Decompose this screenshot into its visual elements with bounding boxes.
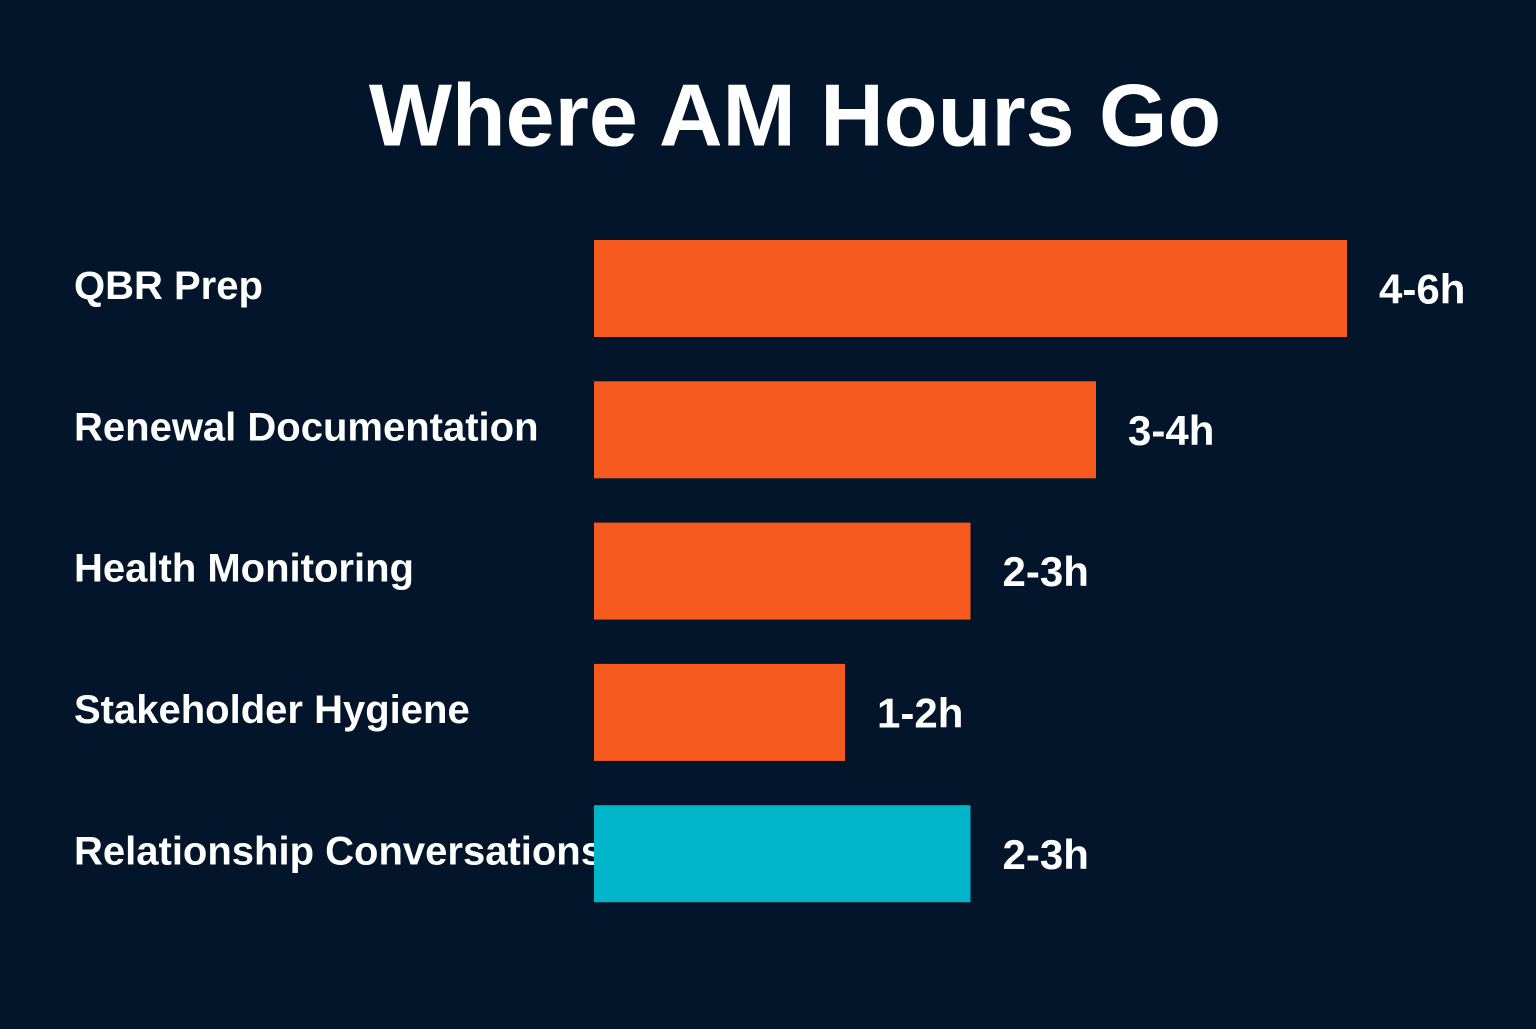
value-label: 2-3h: [1003, 831, 1089, 878]
bar: [594, 805, 971, 903]
category-label: Relationship Conversations: [74, 829, 603, 873]
chart-title: Where AM Hours Go: [369, 65, 1221, 164]
category-label: Renewal Documentation: [74, 405, 539, 449]
category-label: QBR Prep: [74, 264, 263, 308]
bar: [594, 522, 971, 620]
value-label: 1-2h: [877, 689, 963, 736]
category-label: Health Monitoring: [74, 547, 414, 591]
value-label: 4-6h: [1379, 266, 1465, 313]
bar: [594, 240, 1347, 337]
value-label: 2-3h: [1003, 548, 1089, 595]
bar: [594, 381, 1096, 479]
bar: [594, 663, 845, 761]
value-label: 3-4h: [1128, 407, 1214, 454]
category-label: Stakeholder Hygiene: [74, 688, 470, 732]
